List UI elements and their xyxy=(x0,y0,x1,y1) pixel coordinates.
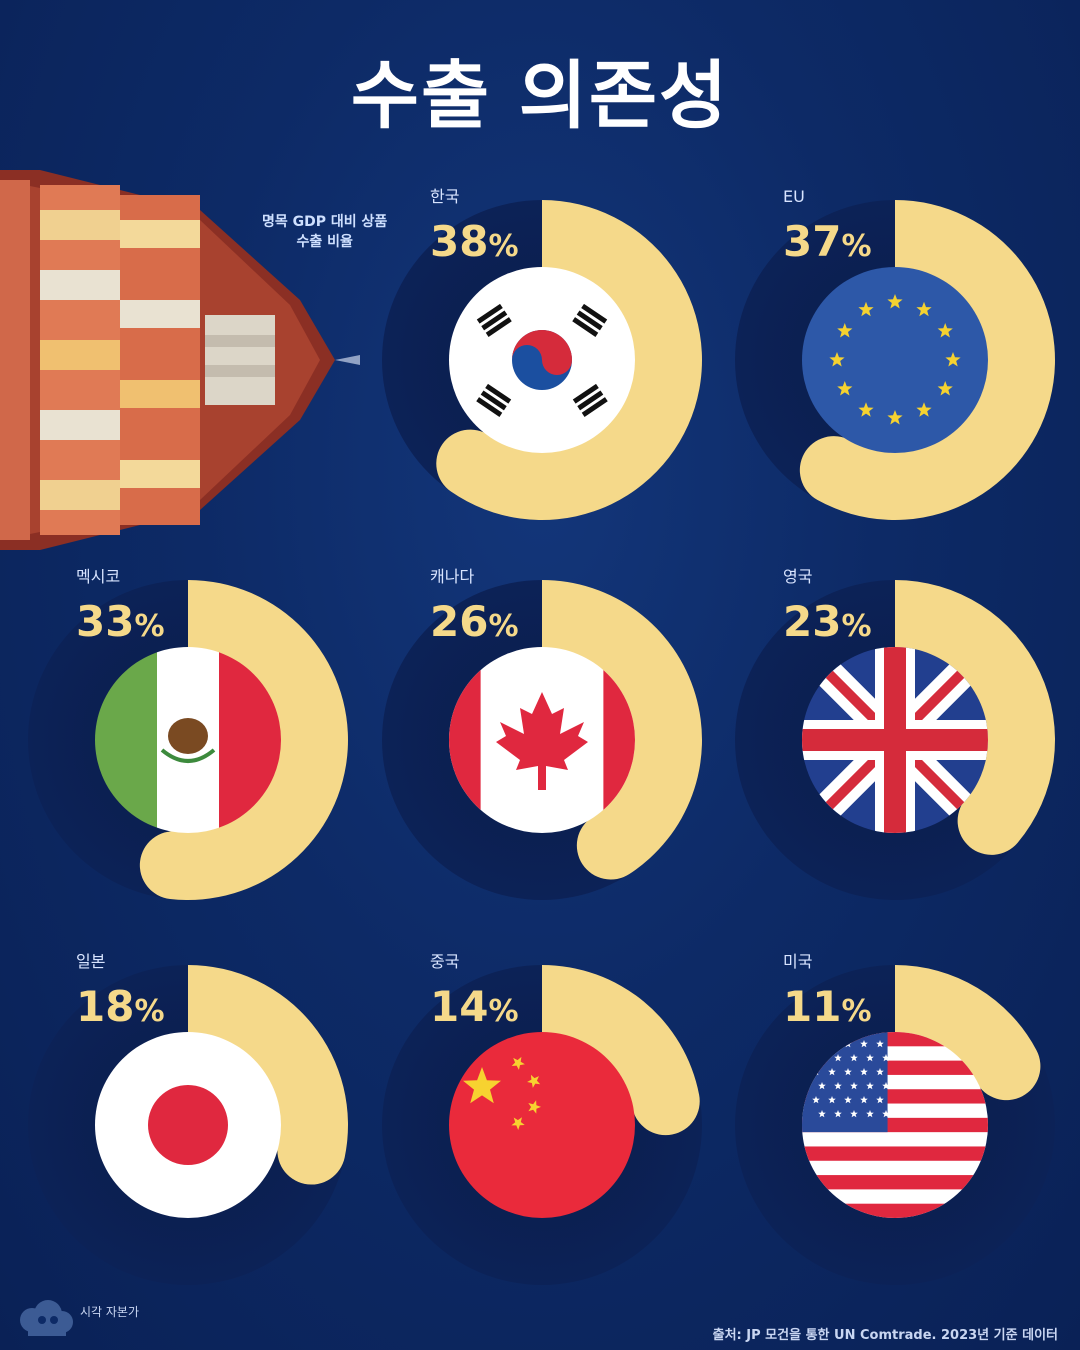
data-label: 11% xyxy=(783,982,872,1031)
data-label: 26% xyxy=(430,597,519,646)
country-panel: EU 37% xyxy=(735,187,1055,521)
country-name: 멕시코 xyxy=(76,567,120,586)
china-flag-icon xyxy=(449,1032,635,1218)
data-label: 37% xyxy=(783,217,872,266)
data-label: 18% xyxy=(76,982,165,1031)
brand-name: 시각 자본가 xyxy=(80,1305,140,1319)
export-ratio-bar xyxy=(436,200,702,520)
country-panel: 중국 14% xyxy=(382,952,702,1285)
export-ratio-bar xyxy=(895,580,1055,855)
export-ratio-bar xyxy=(542,580,702,880)
data-label: 38% xyxy=(430,217,519,266)
japan-flag-icon xyxy=(95,1032,281,1218)
export-ratio-bar xyxy=(895,965,1041,1101)
country-name: EU xyxy=(783,187,805,206)
country-name: 영국 xyxy=(783,567,812,586)
export-ratio-bar xyxy=(188,965,348,1185)
container-ship-illustration xyxy=(0,170,360,550)
brand-logo-icon xyxy=(20,1300,73,1336)
country-name: 캐나다 xyxy=(430,567,474,586)
country-panel: 한국 38% xyxy=(382,187,702,520)
export-ratio-bar xyxy=(139,580,348,900)
export-ratio-bar xyxy=(542,965,700,1136)
data-label: 33% xyxy=(76,597,165,646)
eu-flag-icon xyxy=(802,267,988,453)
korea-flag-icon xyxy=(449,267,635,453)
country-panel: 일본 18% xyxy=(28,952,348,1285)
canada-flag-icon xyxy=(449,647,635,833)
country-panel: 영국 23% xyxy=(735,567,1055,900)
usa-flag-icon xyxy=(802,1032,988,1218)
data-label: 14% xyxy=(430,982,519,1031)
country-name: 중국 xyxy=(430,952,459,971)
country-name: 일본 xyxy=(76,952,105,971)
uk-flag-icon xyxy=(802,647,988,833)
chart-subtitle: 명목 GDP 대비 상품 수출 비율 xyxy=(262,214,388,250)
country-panel: 미국 11% xyxy=(735,952,1055,1285)
source-note: 출처: JP 모건을 통한 UN Comtrade. 2023년 기준 데이터 xyxy=(712,1328,1058,1343)
page-title: 수출 의존성 xyxy=(350,53,730,139)
mexico-flag-icon xyxy=(95,647,281,833)
country-panel: 멕시코 33% xyxy=(28,567,348,900)
country-name: 한국 xyxy=(430,187,459,206)
country-panel: 캐나다 26% xyxy=(382,567,702,900)
export-ratio-bar xyxy=(799,200,1055,521)
data-label: 23% xyxy=(783,597,872,646)
country-name: 미국 xyxy=(783,952,812,971)
